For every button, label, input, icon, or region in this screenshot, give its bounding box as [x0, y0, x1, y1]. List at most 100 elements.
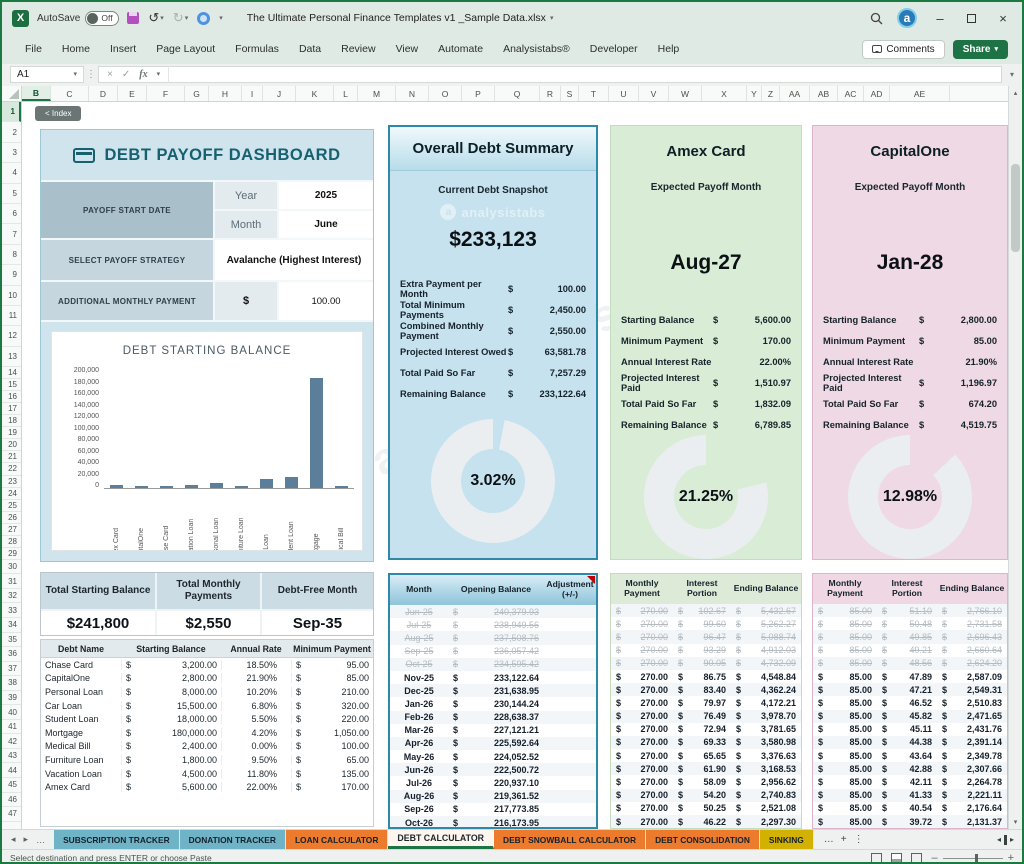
column-header-Y[interactable]: Y: [747, 86, 762, 101]
table-row[interactable]: Medical Bill$2,400.000.00%$100.00: [41, 740, 373, 754]
autosave-control[interactable]: AutoSave Off: [37, 11, 119, 26]
sheet-tab-debt-snowball-calculator[interactable]: DEBT SNOWBALL CALCULATOR: [494, 830, 646, 849]
table-row[interactable]: $85.00$41.33$2,221.11: [813, 789, 1007, 802]
column-header-D[interactable]: D: [89, 86, 118, 101]
ribbon-tab-automate[interactable]: Automate: [429, 38, 492, 60]
ribbon-tab-view[interactable]: View: [387, 38, 428, 60]
column-header-U[interactable]: U: [609, 86, 639, 101]
table-row[interactable]: Personal Loan$8,000.0010.20%$210.00: [41, 685, 373, 699]
row-header-42[interactable]: 42: [2, 734, 21, 749]
formula-bar-expand-icon[interactable]: ▾: [1002, 66, 1022, 83]
hscroll-right-icon[interactable]: ▸: [1010, 835, 1014, 844]
row-header-11[interactable]: 11: [2, 306, 21, 326]
column-header-O[interactable]: O: [429, 86, 462, 101]
row-header-20[interactable]: 20: [2, 439, 21, 451]
row-header-19[interactable]: 19: [2, 427, 21, 439]
sheet-tab-debt-consolidation[interactable]: DEBT CONSOLIDATION: [646, 830, 760, 849]
formula-input[interactable]: [168, 66, 1002, 83]
zoom-slider-thumb[interactable]: [975, 854, 978, 863]
enter-icon[interactable]: ✓: [122, 69, 130, 80]
row-header-39[interactable]: 39: [2, 691, 21, 706]
row-header-9[interactable]: 9: [2, 265, 21, 285]
table-row[interactable]: Vacation Loan$4,500.0011.80%$135.00: [41, 767, 373, 781]
formula-bar-handle[interactable]: ⋮: [84, 66, 98, 83]
qat-customize-icon[interactable]: ▾: [219, 15, 223, 22]
table-row[interactable]: Aug-25$237,508.76: [390, 631, 596, 644]
name-box[interactable]: A1▾: [10, 66, 84, 83]
tab-more-icon[interactable]: ⋮: [854, 834, 864, 845]
column-header-J[interactable]: J: [263, 86, 296, 101]
table-row[interactable]: Furniture Loan$1,800.009.50%$65.00: [41, 753, 373, 767]
table-row[interactable]: $270.00$93.29$4,912.03: [611, 644, 801, 657]
table-row[interactable]: $85.00$47.21$2,549.31: [813, 683, 1007, 696]
table-row[interactable]: $85.00$50.48$2,731.58: [813, 617, 1007, 630]
table-row[interactable]: Jun-25$240,379.93: [390, 605, 596, 618]
ribbon-tab-review[interactable]: Review: [332, 38, 384, 60]
table-row[interactable]: May-26$224,052.52: [390, 750, 596, 763]
document-title[interactable]: The Ultimate Personal Finance Templates …: [247, 12, 554, 24]
maximize-button[interactable]: [967, 14, 976, 23]
row-header-4[interactable]: 4: [2, 163, 21, 183]
undo-button[interactable]: ↺▾: [148, 10, 163, 26]
horizontal-scrollbar[interactable]: ◂ ▸: [989, 830, 1022, 849]
table-row[interactable]: $270.00$46.22$2,297.30: [611, 815, 801, 828]
row-header-24[interactable]: 24: [2, 488, 21, 500]
sheet-nav-left-icon[interactable]: ◂: [8, 834, 19, 845]
column-header-AE[interactable]: AE: [890, 86, 950, 101]
row-header-27[interactable]: 27: [2, 524, 21, 536]
table-row[interactable]: Chase Card$3,200.0018.50%$95.00: [41, 658, 373, 672]
ribbon-tab-file[interactable]: File: [16, 38, 51, 60]
row-header-28[interactable]: 28: [2, 536, 21, 548]
table-row[interactable]: $270.00$76.49$3,978.70: [611, 710, 801, 723]
row-header-33[interactable]: 33: [2, 603, 21, 618]
table-row[interactable]: Amex Card$5,600.0022.00%$170.00: [41, 780, 373, 794]
column-header-AB[interactable]: AB: [810, 86, 838, 101]
column-header-P[interactable]: P: [462, 86, 495, 101]
column-header-AC[interactable]: AC: [838, 86, 864, 101]
column-header-E[interactable]: E: [118, 86, 147, 101]
sheet-list-ellipsis[interactable]: …: [33, 835, 48, 845]
row-header-14[interactable]: 14: [2, 367, 21, 379]
column-header-N[interactable]: N: [396, 86, 429, 101]
table-row[interactable]: Jan-26$230,144.24: [390, 697, 596, 710]
table-row[interactable]: $270.00$99.60$5,262.27: [611, 617, 801, 630]
row-header-38[interactable]: 38: [2, 676, 21, 691]
share-button[interactable]: Share▾: [953, 40, 1008, 59]
column-header-F[interactable]: F: [147, 86, 185, 101]
insert-function-icon[interactable]: fx: [139, 69, 147, 80]
vertical-scrollbar[interactable]: ▴ ▾: [1008, 86, 1022, 829]
scroll-up-icon[interactable]: ▴: [1009, 86, 1022, 100]
ribbon-tab-page-layout[interactable]: Page Layout: [147, 38, 224, 60]
row-header-32[interactable]: 32: [2, 589, 21, 604]
table-row[interactable]: $85.00$46.52$2,510.83: [813, 696, 1007, 709]
ribbon-tab-developer[interactable]: Developer: [581, 38, 647, 60]
column-header-Z[interactable]: Z: [762, 86, 780, 101]
table-row[interactable]: $85.00$40.54$2,176.64: [813, 802, 1007, 815]
table-row[interactable]: $85.00$42.11$2,264.78: [813, 775, 1007, 788]
sheet-tab-loan-calculator[interactable]: LOAN CALCULATOR: [286, 830, 388, 849]
table-row[interactable]: $85.00$45.82$2,471.65: [813, 710, 1007, 723]
redo-button[interactable]: ↻▾: [173, 10, 188, 26]
index-button[interactable]: < Index: [35, 106, 81, 121]
sheet-tab-sinking[interactable]: SINKING: [760, 830, 814, 849]
table-row[interactable]: Oct-25$234,595.42: [390, 658, 596, 671]
save-button[interactable]: [127, 12, 139, 24]
row-header-15[interactable]: 15: [2, 379, 21, 391]
table-row[interactable]: $85.00$45.11$2,431.76: [813, 723, 1007, 736]
table-row[interactable]: CapitalOne$2,800.0021.90%$85.00: [41, 672, 373, 686]
zoom-out-icon[interactable]: –: [931, 852, 937, 864]
ribbon-tab-insert[interactable]: Insert: [101, 38, 145, 60]
row-header-5[interactable]: 5: [2, 184, 21, 204]
table-row[interactable]: $270.00$90.05$4,732.09: [611, 657, 801, 670]
column-header-G[interactable]: G: [185, 86, 209, 101]
row-header-6[interactable]: 6: [2, 204, 21, 224]
row-header-36[interactable]: 36: [2, 647, 21, 662]
table-row[interactable]: Dec-25$231,638.95: [390, 684, 596, 697]
normal-view-icon[interactable]: [871, 853, 882, 863]
column-header-T[interactable]: T: [579, 86, 609, 101]
ribbon-tab-formulas[interactable]: Formulas: [226, 38, 288, 60]
column-header-L[interactable]: L: [334, 86, 358, 101]
row-header-25[interactable]: 25: [2, 500, 21, 512]
table-row[interactable]: $85.00$51.10$2,766.10: [813, 604, 1007, 617]
row-header-13[interactable]: 13: [2, 347, 21, 367]
